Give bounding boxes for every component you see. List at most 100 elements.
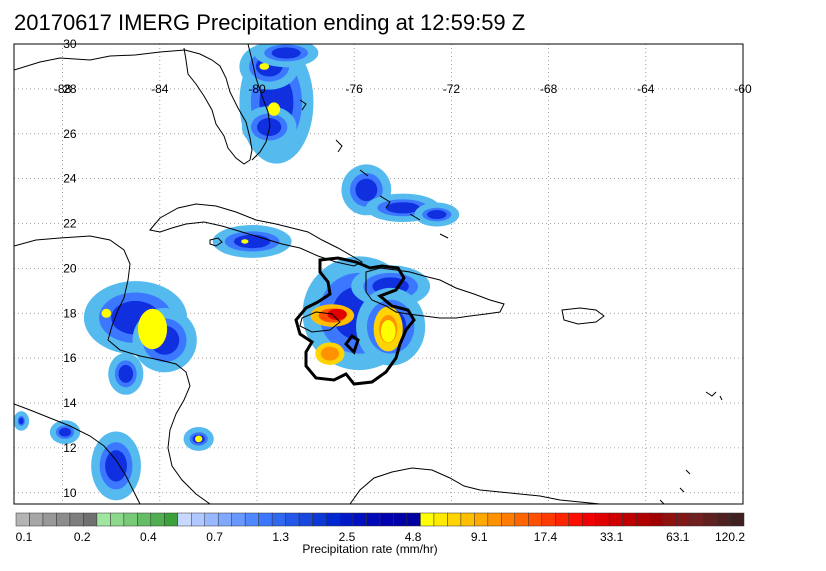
central-america-coast: [107, 309, 211, 504]
yucatan-coast: [14, 235, 131, 311]
coastlines: [14, 44, 723, 504]
lat-label-4: 18: [63, 306, 77, 320]
colorbar-swatch-5: [83, 512, 98, 527]
puerto-rico-coast: [561, 307, 605, 325]
colorbar-swatch-1: [29, 512, 44, 527]
colorbar-swatch-12: [177, 512, 192, 527]
colorbar-swatch-27: [379, 512, 394, 527]
colorbar-swatch-38: [528, 512, 543, 527]
colorbar-swatch-26: [366, 512, 381, 527]
colorbar-swatch-18: [258, 512, 273, 527]
lat-label-2: 14: [63, 396, 77, 410]
colorbar-swatch-40: [555, 512, 569, 527]
colorbar: [15, 512, 745, 527]
colorbar-tick-6: 4.8: [405, 530, 422, 544]
isle-of-youth: [209, 237, 223, 247]
colorbar-swatch-13: [191, 512, 205, 527]
lon-label-1: -84: [151, 82, 169, 96]
latitude-labels: 10 12 14 16 18 20 22 24 26 28 30: [63, 37, 77, 500]
colorbar-swatch-19: [271, 512, 286, 527]
precip-cell-9-2: [233, 234, 271, 249]
precip-cell-27-2: [105, 450, 127, 482]
colorbar-swatch-17: [244, 512, 259, 527]
colorbar-tick-0: 0.1: [16, 530, 33, 544]
colorbar-tick-5: 2.5: [339, 530, 356, 544]
lat-label-5: 20: [63, 261, 77, 275]
colorbar-swatch-52: [716, 512, 731, 527]
precip-cell-10-0: [241, 239, 249, 244]
lat-label-7: 24: [63, 172, 77, 186]
precip-cell-5-0: [259, 63, 270, 70]
precip-cell-26-0: [195, 435, 203, 443]
storm-contour-outline: [294, 256, 416, 386]
colorbar-swatch-51: [703, 512, 718, 527]
colorbar-swatch-46: [635, 512, 650, 527]
precip-cell-22-0: [101, 308, 112, 318]
colorbar-swatch-30: [420, 512, 435, 527]
colorbar-swatch-2: [42, 512, 57, 527]
colorbar-swatch-28: [393, 512, 408, 527]
lon-label-4: -72: [443, 82, 461, 96]
precip-cell-4-0: [267, 102, 281, 116]
colorbar-swatch-49: [676, 512, 691, 527]
colorbar-swatch-22: [312, 512, 327, 527]
colorbar-swatch-24: [339, 512, 354, 527]
colorbar-swatch-35: [487, 512, 502, 527]
precipitation-field: [14, 44, 460, 501]
florida-coast: [14, 47, 253, 165]
colorbar-swatch-6: [96, 512, 111, 527]
south-america-coast: [349, 467, 601, 504]
colorbar-swatch-15: [217, 512, 232, 527]
colorbar-swatch-21: [298, 512, 313, 527]
colorbar-swatch-34: [474, 512, 489, 527]
colorbar-swatch-3: [56, 512, 71, 527]
precip-cell-28-2: [18, 417, 24, 425]
lat-label-8: 26: [63, 127, 77, 141]
colorbar-swatch-47: [649, 512, 664, 527]
florida-east-coast: [247, 44, 271, 161]
cuba-coast: [149, 203, 364, 267]
colorbar-swatch-8: [123, 512, 138, 527]
lon-label-6: -64: [637, 82, 655, 96]
precip-cell-6-2: [355, 178, 378, 202]
colorbar-swatch-7: [110, 512, 125, 527]
bahamas-islands: [299, 99, 449, 239]
lat-label-1: 12: [63, 441, 77, 455]
map-frame: [13, 43, 744, 505]
lat-label-9: 28: [63, 82, 77, 96]
colorbar-swatch-31: [433, 512, 448, 527]
precip-cell-3-2: [271, 47, 301, 59]
colorbar-swatch-33: [460, 512, 475, 527]
jamaica-outline: [299, 311, 341, 333]
colorbar-swatch-32: [447, 512, 462, 527]
precip-cell-21-0: [137, 308, 168, 350]
precip-cell-8-2: [427, 210, 447, 220]
map-title: 20170617 IMERG Precipitation ending at 1…: [14, 10, 526, 35]
colorbar-swatch-42: [581, 512, 596, 527]
colorbar-tick-4: 1.3: [272, 530, 289, 544]
colorbar-swatch-11: [164, 512, 179, 527]
colorbar-swatch-39: [541, 512, 556, 527]
colorbar-tick-9: 33.1: [600, 530, 624, 544]
colorbar-swatch-53: [730, 512, 745, 527]
colorbar-swatch-23: [325, 512, 340, 527]
lon-label-3: -76: [346, 82, 364, 96]
precip-cell-7-2: [385, 202, 420, 214]
storm-contour-main: [294, 256, 416, 386]
colorbar-tick-10: 63.1: [666, 530, 690, 544]
precip-cell-17-0: [380, 320, 396, 343]
colorbar-swatch-37: [514, 512, 529, 527]
lat-label-3: 16: [63, 351, 77, 365]
central-america-pacific: [14, 403, 141, 504]
colorbar-tick-labels: 0.1 0.2 0.4 0.7 1.3 2.5 4.8 9.1 17.4 33.1 63.1 120.…: [16, 530, 746, 544]
colorbar-swatch-43: [595, 512, 610, 527]
colorbar-tick-7: 9.1: [471, 530, 488, 544]
colorbar-swatch-36: [501, 512, 516, 527]
colorbar-swatch-44: [608, 512, 623, 527]
colorbar-tick-11: 120.2: [715, 530, 745, 544]
lat-label-0: 10: [63, 486, 77, 500]
storm-contour-inner: [344, 333, 360, 355]
colorbar-swatch-9: [137, 512, 152, 527]
colorbar-swatch-41: [568, 512, 583, 527]
